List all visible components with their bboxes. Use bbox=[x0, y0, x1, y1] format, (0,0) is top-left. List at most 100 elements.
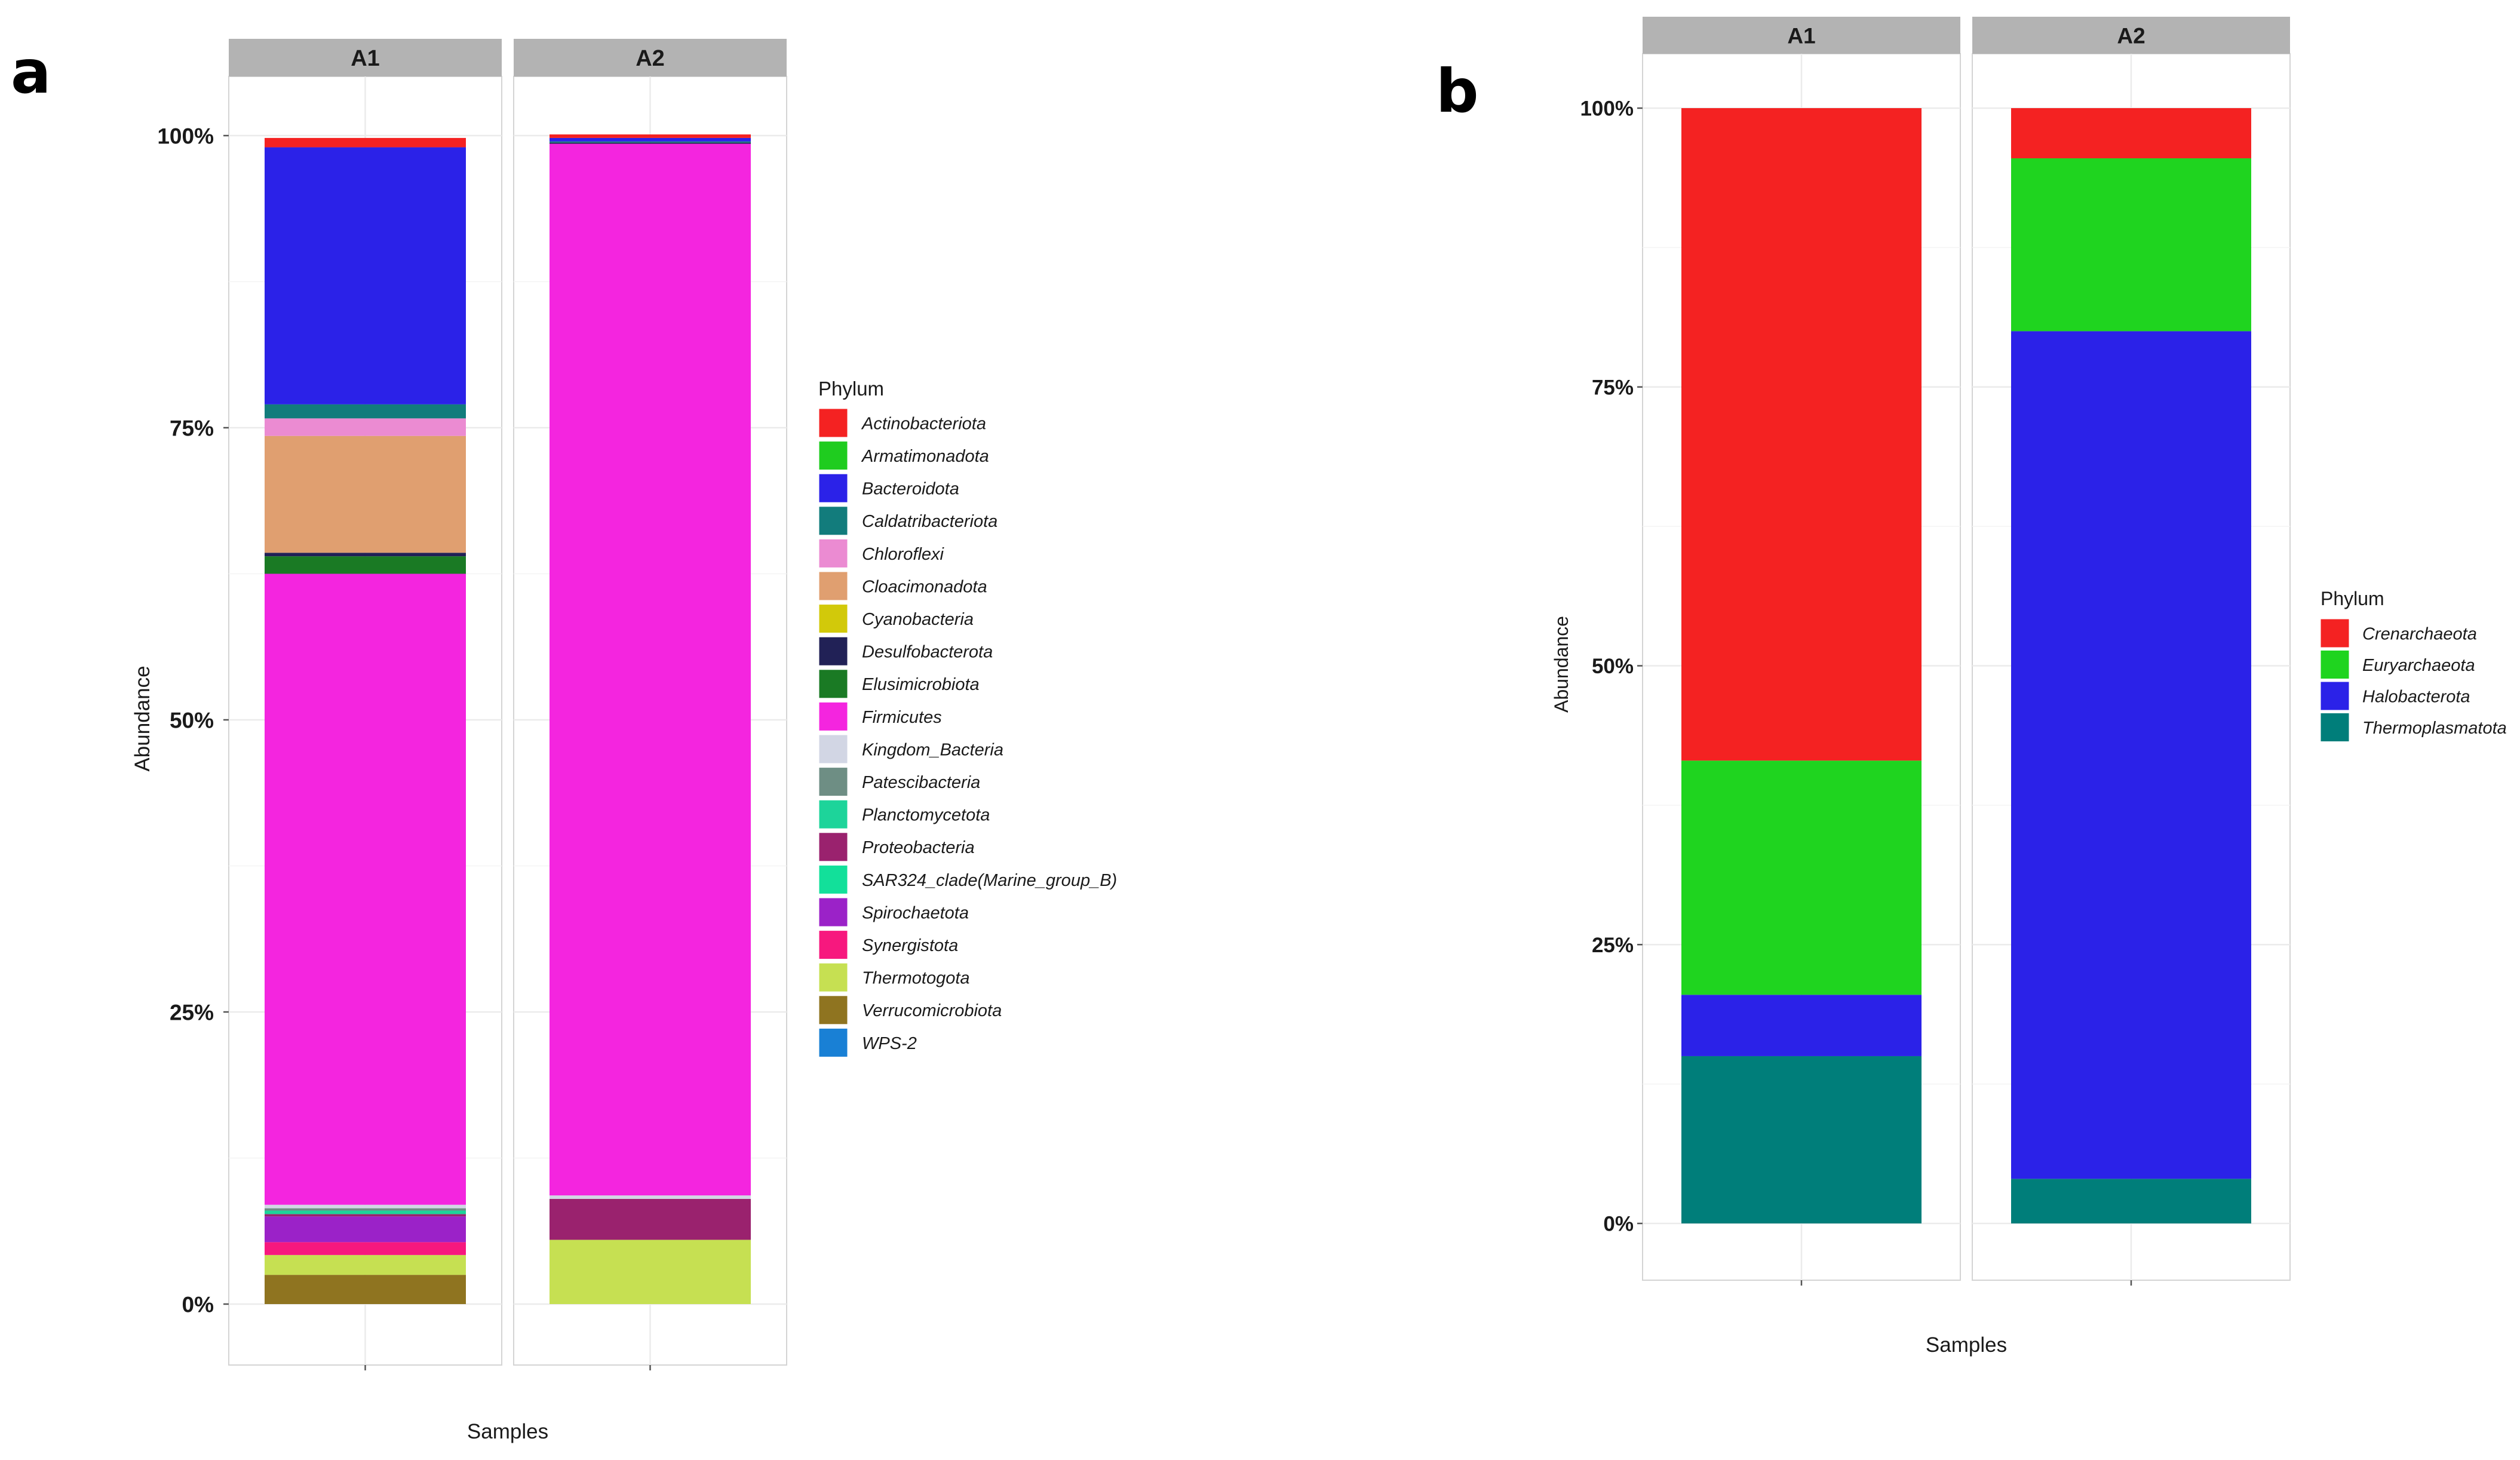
legend-swatch bbox=[818, 604, 848, 634]
legend-swatch bbox=[818, 538, 848, 568]
facet-label: A1 bbox=[1787, 23, 1815, 48]
facet-label: A2 bbox=[636, 46, 665, 71]
facet-strip bbox=[514, 39, 787, 76]
bar-segment-proteobacteria bbox=[550, 1198, 751, 1240]
legend-swatch bbox=[818, 897, 848, 927]
bar-segment-halobacterota bbox=[1681, 995, 1922, 1056]
legend-item-spirochaetota: Spirochaetota bbox=[818, 897, 969, 927]
panel-a: a A1 A2 0% 25% 50% 75% 100% Abundance Samples Phyl… bbox=[11, 37, 1117, 1443]
legend-item-desulfobacterota: Desulfobacterota bbox=[818, 636, 993, 666]
legend-swatch bbox=[818, 669, 848, 699]
legend-swatch bbox=[818, 734, 848, 764]
bar-segment-thermotogota bbox=[265, 1255, 466, 1275]
y-tick-label: 75% bbox=[170, 416, 214, 440]
bar-segment-elusimicrobiota bbox=[265, 556, 466, 574]
bar-segment-kingdom-bacteria bbox=[265, 1204, 466, 1209]
bar-segment-desulfobacterota bbox=[265, 553, 466, 557]
bar-segment-euryarchaeota bbox=[2011, 158, 2251, 332]
legend-swatch bbox=[818, 864, 848, 894]
bar-segment-bacteroidota bbox=[265, 147, 466, 404]
legend-label: Actinobacteriota bbox=[861, 414, 986, 433]
legend-item-sar324-clade-marine-group-b: SAR324_clade(Marine_group_B) bbox=[818, 864, 1117, 894]
legend-item-synergistota: Synergistota bbox=[818, 930, 958, 960]
legend-item-wps-2: WPS-2 bbox=[818, 1027, 917, 1057]
legend-swatch bbox=[818, 441, 848, 471]
facet-label: A2 bbox=[2117, 23, 2145, 48]
bar-segment-verrucomicrobiota bbox=[265, 1275, 466, 1304]
y-tick-label: 50% bbox=[1592, 655, 1634, 678]
stacked-bar-a1 bbox=[1681, 108, 1922, 1223]
bar-segment-planctomycetota bbox=[265, 1210, 466, 1214]
legend-label: Euryarchaeota bbox=[2362, 656, 2475, 675]
y-tick-label: 100% bbox=[1580, 97, 1634, 121]
bar-segment-chloroflexi bbox=[265, 418, 466, 436]
bar-segment-proteobacteria bbox=[265, 1214, 466, 1217]
legend-item-thermotogota: Thermotogota bbox=[818, 962, 970, 992]
legend-label: Crenarchaeota bbox=[2362, 624, 2477, 643]
legend-swatch bbox=[818, 832, 848, 862]
legend-item-cyanobacteria: Cyanobacteria bbox=[818, 604, 974, 634]
facet-strip bbox=[1643, 17, 1960, 54]
facet-a2: A2 bbox=[513, 39, 787, 1370]
legend-swatch bbox=[818, 995, 848, 1025]
legend-swatch bbox=[818, 408, 848, 438]
legend-swatch bbox=[818, 571, 848, 601]
bar-segment-desulfobacterota bbox=[550, 142, 751, 144]
legend-label: Thermoplasmatota bbox=[2362, 719, 2507, 738]
facet-strip bbox=[1972, 17, 2290, 54]
bar-segment-firmicutes bbox=[265, 573, 466, 1205]
legend-swatch bbox=[2320, 681, 2350, 711]
legend-swatch bbox=[818, 799, 848, 829]
legend-item-halobacterota: Halobacterota bbox=[2320, 681, 2470, 711]
legend-item-elusimicrobiota: Elusimicrobiota bbox=[818, 669, 980, 699]
legend-swatch bbox=[818, 701, 848, 731]
bar-segment-firmicutes bbox=[550, 143, 751, 1196]
y-tick-label: 50% bbox=[170, 708, 214, 732]
legend-label: Caldatribacteriota bbox=[862, 512, 997, 531]
legend-item-chloroflexi: Chloroflexi bbox=[818, 538, 945, 568]
legend-swatch bbox=[818, 636, 848, 666]
panel-letter: b bbox=[1436, 56, 1479, 126]
y-tick-label: 0% bbox=[182, 1292, 214, 1317]
facet-a1: A1 bbox=[1642, 17, 1961, 1286]
legend-label: Halobacterota bbox=[2362, 687, 2470, 706]
bar-segment-actinobacteriota bbox=[550, 134, 751, 138]
bar-segment-crenarchaeota bbox=[2011, 108, 2251, 159]
legend-title: Phylum bbox=[2321, 588, 2384, 609]
legend-swatch bbox=[818, 506, 848, 536]
legend-item-actinobacteriota: Actinobacteriota bbox=[818, 408, 986, 438]
bar-segment-crenarchaeota bbox=[1681, 108, 1922, 761]
x-axis-title: Samples bbox=[467, 1420, 548, 1443]
legend-swatch bbox=[2320, 713, 2350, 742]
bar-segment-halobacterota bbox=[2011, 331, 2251, 1179]
bar-segment-euryarchaeota bbox=[1681, 760, 1922, 995]
facet-label: A1 bbox=[351, 46, 380, 71]
legend-label: Cloacimonadota bbox=[862, 577, 987, 596]
y-tick-label: 100% bbox=[157, 124, 214, 148]
legend-label: WPS-2 bbox=[862, 1034, 917, 1053]
stacked-bar-a2 bbox=[550, 134, 751, 1304]
bar-segment-cloacimonadota bbox=[265, 435, 466, 553]
legend-item-proteobacteria: Proteobacteria bbox=[818, 832, 975, 862]
legend-label: Spirochaetota bbox=[862, 903, 969, 922]
legend-swatch bbox=[818, 962, 848, 992]
facet-a2: A2 bbox=[1972, 17, 2291, 1286]
legend-label: Proteobacteria bbox=[862, 838, 975, 857]
legend-label: Thermotogota bbox=[862, 969, 970, 988]
bar-segment-actinobacteriota bbox=[265, 137, 466, 148]
bar-segment-patescibacteria bbox=[265, 1208, 466, 1211]
y-axis: 0% 25% 50% 75% 100% bbox=[157, 124, 229, 1317]
legend-item-kingdom-bacteria: Kingdom_Bacteria bbox=[818, 734, 1003, 764]
legend-label: Firmicutes bbox=[862, 708, 942, 727]
bar-segment-kingdom-bacteria bbox=[550, 1195, 751, 1199]
legend-label: Patescibacteria bbox=[862, 773, 980, 792]
y-tick-label: 25% bbox=[170, 1000, 214, 1025]
legend-swatch bbox=[2320, 650, 2350, 679]
y-tick-label: 0% bbox=[1603, 1213, 1634, 1236]
y-axis-title: Abundance bbox=[131, 665, 154, 771]
legend-label: Elusimicrobiota bbox=[862, 675, 980, 694]
x-axis-title: Samples bbox=[1926, 1333, 2007, 1357]
bar-segment-bacteroidota bbox=[550, 137, 751, 142]
y-axis-title: Abundance bbox=[1551, 616, 1572, 713]
